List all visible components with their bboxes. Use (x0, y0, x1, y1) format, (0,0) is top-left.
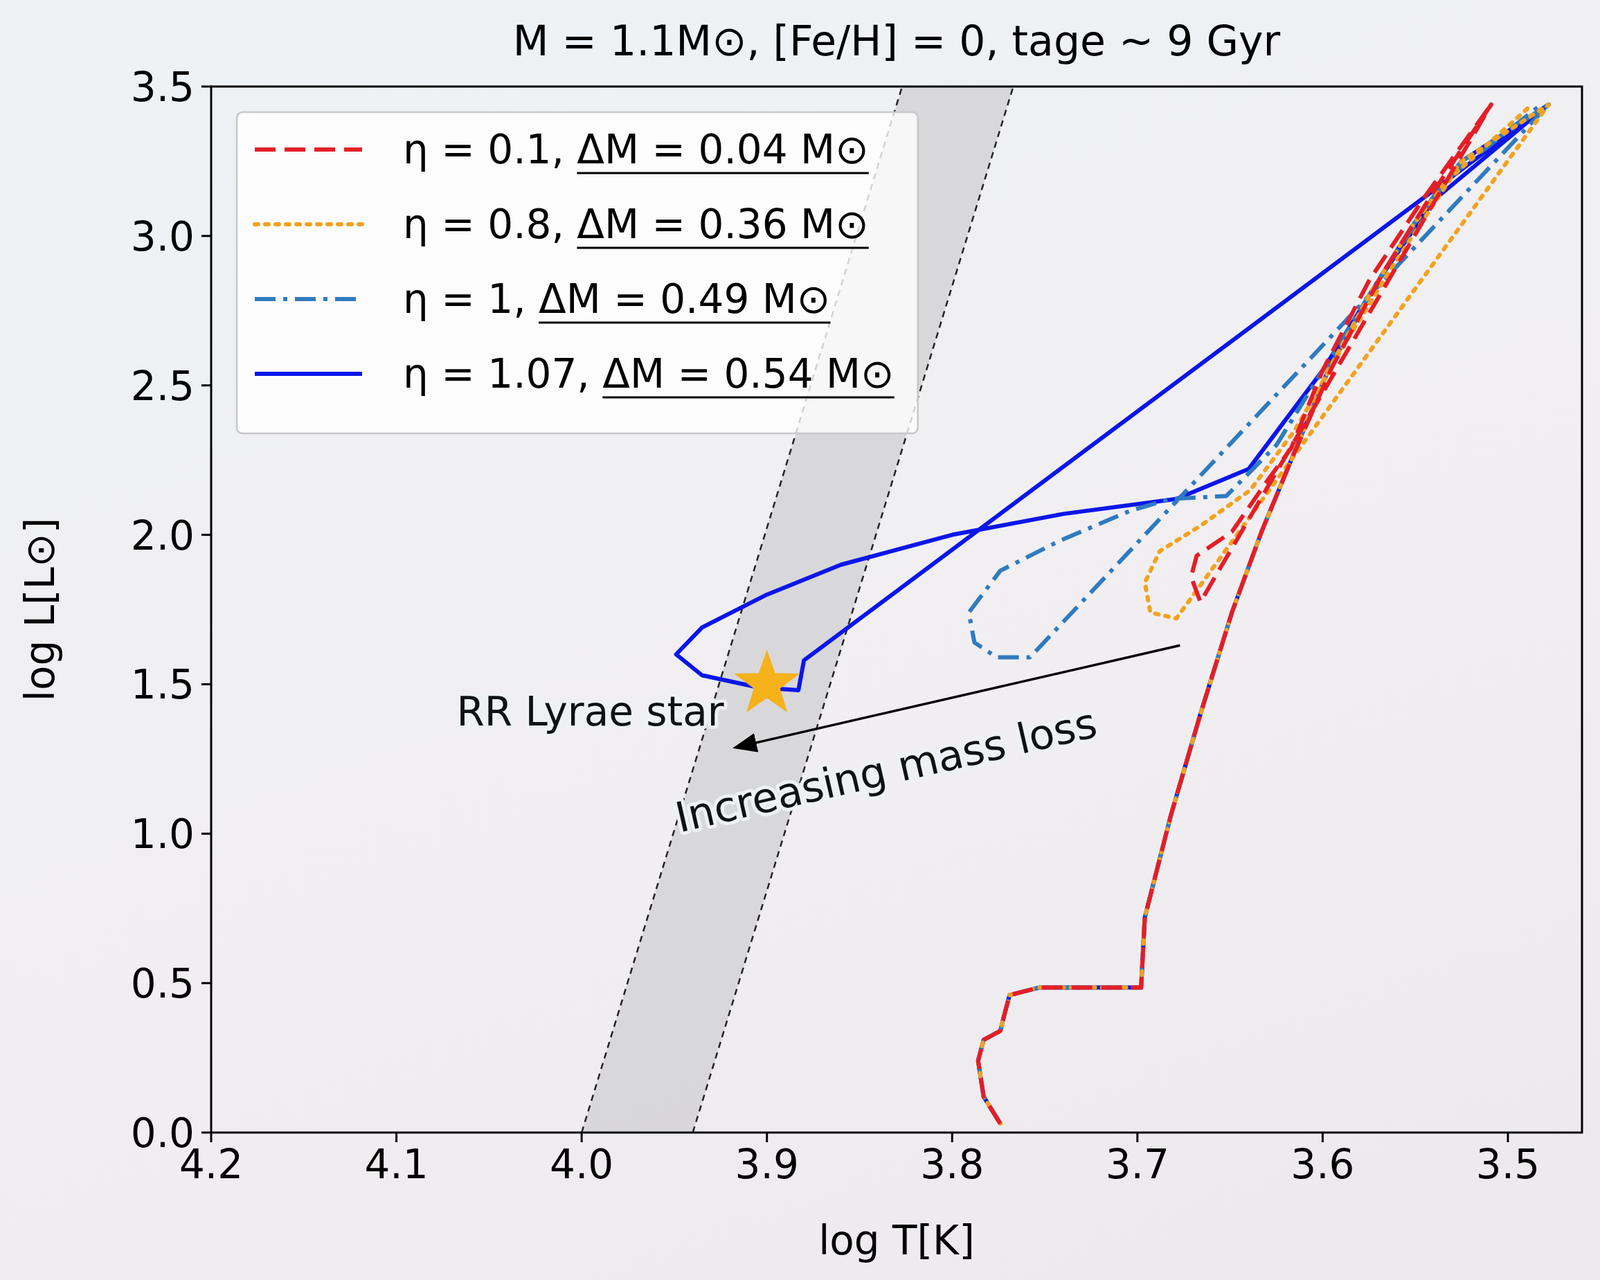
x-tick-label: 4.0 (549, 1140, 614, 1189)
annotation-text: Increasing mass loss (670, 698, 1101, 842)
chart-title: M = 1.1M⊙, [Fe/H] = 0, tage ~ 9 Gyr (513, 16, 1281, 66)
chart: 4.24.14.03.93.83.73.63.50.00.51.01.52.02… (0, 0, 1600, 1280)
legend-swatch (254, 147, 363, 152)
plot-frame (211, 86, 1582, 1133)
x-tick-label: 3.6 (1290, 1140, 1355, 1189)
y-tick-label: 3.5 (130, 63, 195, 111)
annotation-text: RR Lyrae star (456, 688, 724, 736)
y-tick (201, 982, 212, 985)
legend-underline (602, 396, 894, 399)
track-line (968, 104, 1549, 1124)
x-axis-title: log T[K] (818, 1217, 975, 1265)
legend-underline (576, 247, 869, 250)
y-tick-label: 1.5 (130, 661, 195, 709)
y-tick-label: 2.5 (130, 362, 195, 410)
legend-underline (538, 321, 831, 325)
track-line (978, 104, 1549, 1124)
y-tick (201, 85, 212, 88)
y-tick-label: 1.0 (130, 810, 195, 858)
legend-swatch (254, 297, 363, 302)
y-tick (201, 234, 212, 237)
y-tick (201, 683, 212, 686)
legend-label: η = 0.8, ΔM = 0.36 M⊙ (402, 200, 869, 248)
y-tick (201, 533, 212, 536)
legend-swatch (254, 222, 363, 227)
x-tick-label: 3.7 (1105, 1140, 1170, 1189)
legend-label: η = 1, ΔM = 0.49 M⊙ (402, 275, 831, 323)
y-tick (201, 384, 212, 387)
y-tick-label: 0.0 (130, 1109, 195, 1157)
y-tick-label: 3.0 (130, 213, 195, 261)
legend-label: η = 1.07, ΔM = 0.54 M⊙ (402, 350, 895, 398)
x-tick-label: 3.9 (735, 1140, 799, 1189)
y-tick (201, 1131, 212, 1135)
legend-swatch (254, 371, 363, 376)
legend-underline (576, 172, 869, 175)
legend-label: η = 0.1, ΔM = 0.04 M⊙ (402, 126, 869, 174)
x-tick-label: 3.8 (920, 1140, 984, 1189)
legend: η = 0.1, ΔM = 0.04 M⊙ η = 0.8, ΔM = 0.36 … (236, 112, 919, 434)
y-tick-label: 0.5 (130, 960, 195, 1008)
track-line (978, 104, 1492, 1124)
legend-box (236, 112, 919, 434)
x-tick-label: 3.5 (1476, 1140, 1540, 1189)
star-marker (733, 649, 800, 712)
y-axis-title: log L[L⊙] (16, 517, 64, 702)
y-tick-label: 2.0 (130, 512, 195, 560)
x-tick-label: 4.1 (364, 1140, 428, 1189)
y-tick (201, 832, 212, 835)
